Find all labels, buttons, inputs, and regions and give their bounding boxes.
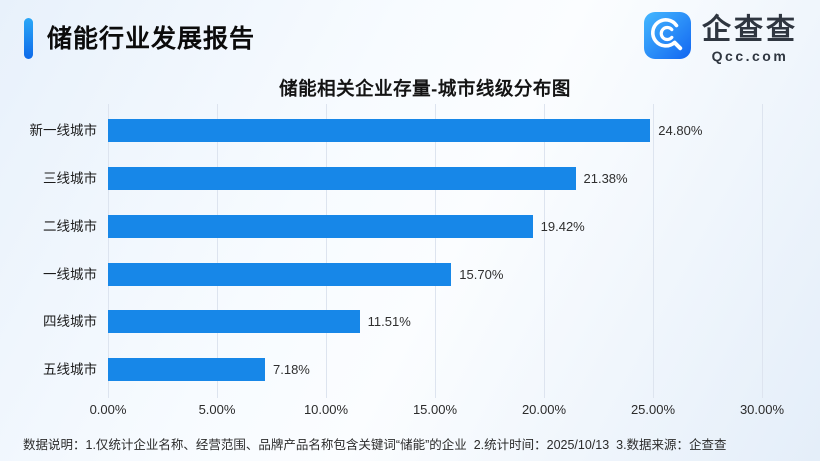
bar-value-label: 21.38% [583, 171, 628, 186]
category-label-new-tier1: 新一线城市 [29, 123, 98, 138]
bar-new-tier1 [108, 119, 651, 142]
category-label-tier2: 二线城市 [43, 219, 97, 234]
x-tick-15: 15.00% [412, 402, 458, 417]
gridline-25 [653, 104, 654, 398]
x-tick-5: 5.00% [198, 402, 236, 417]
data-note: 数据说明：1.仅统计企业名称、经营范围、品牌产品名称包含关键词“储能”的企业 2… [23, 438, 727, 452]
bar-tier1 [108, 263, 452, 286]
bar-value-label: 11.51% [367, 314, 411, 329]
x-tick-20: 20.00% [521, 402, 567, 417]
bar-value-label: 15.70% [459, 267, 504, 282]
gridline-30 [762, 104, 763, 398]
bar-value-label: 24.80% [658, 123, 703, 138]
gridline-20 [544, 104, 545, 398]
x-tick-10: 10.00% [303, 402, 349, 417]
report-title: 储能行业发展报告 [47, 25, 256, 53]
x-tick-25: 25.00% [630, 402, 676, 417]
gridline-5 [217, 104, 218, 398]
category-label-tier3: 三线城市 [43, 171, 97, 186]
plot-area: 24.80% 21.38% 19.42% 15.70% 11.51% 7.18% [108, 104, 764, 398]
bar-value-label: 19.42% [540, 219, 585, 234]
bar-tier2 [108, 215, 533, 238]
gridline-0 [108, 104, 109, 398]
qcc-logo-name: 企查查 [701, 14, 798, 46]
category-label-tier1: 一线城市 [43, 267, 97, 282]
qcc-logo-text: 企查查 Qcc.com [702, 12, 798, 64]
qcc-logo-domain: Qcc.com [711, 48, 789, 64]
gridline-15 [435, 104, 436, 398]
bar-value-label: 7.18% [273, 362, 310, 377]
bar-tier4 [108, 310, 360, 333]
bar-chart: 新一线城市 三线城市 二线城市 一线城市 四线城市 五线城市 24.80% 21… [0, 104, 820, 424]
qcc-logo-icon [643, 12, 691, 59]
title-accent-bar [24, 18, 33, 59]
category-label-tier4: 四线城市 [43, 314, 97, 329]
qcc-logo: 企查查 Qcc.com [643, 12, 798, 64]
bar-tier3 [108, 167, 576, 190]
x-tick-30: 30.00% [739, 402, 785, 417]
x-tick-0: 0.00% [89, 402, 127, 417]
category-label-tier5: 五线城市 [43, 362, 97, 377]
bar-tier5 [108, 358, 265, 381]
chart-title: 储能相关企业存量-城市线级分布图 [279, 78, 571, 99]
gridline-10 [326, 104, 327, 398]
